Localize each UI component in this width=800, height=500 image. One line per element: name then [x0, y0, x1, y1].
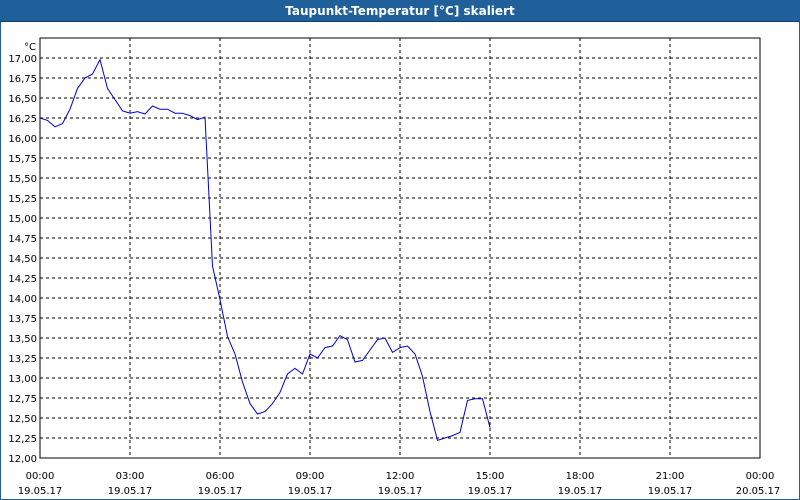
x-tick-date: 19.05.17 [288, 486, 333, 497]
y-tick-label: 13,50 [8, 334, 37, 345]
plot-area-border [39, 37, 761, 459]
y-tick-label: 13,75 [8, 314, 37, 325]
x-tick-time: 21:00 [656, 471, 685, 482]
x-tick-time: 12:00 [386, 471, 415, 482]
y-tick-label: 15,00 [8, 214, 37, 225]
y-tick-label: 15,25 [8, 194, 37, 205]
x-tick-date: 19.05.17 [108, 486, 153, 497]
y-tick-label: 14,00 [8, 294, 37, 305]
x-tick-time: 09:00 [296, 471, 325, 482]
y-tick-label: 15,75 [8, 154, 37, 165]
y-tick-label: 13,25 [8, 354, 37, 365]
y-tick-label: 12,00 [8, 454, 37, 465]
y-tick-label: 16,50 [8, 94, 37, 105]
series-line-dewpoint [39, 58, 491, 442]
y-axis-unit-label: °C [24, 42, 36, 53]
y-tick-label: 15,50 [8, 174, 37, 185]
x-tick-date: 19.05.17 [558, 486, 603, 497]
x-tick-labels: 00:00 19.05.17 03:00 19.05.17 06:00 19.05.17 0… [18, 471, 781, 497]
y-tick-label: 16,25 [8, 114, 37, 125]
y-tick-label: 16,75 [8, 74, 37, 85]
x-tick-date: 19.05.17 [18, 486, 63, 497]
x-tick-date: 19.05.17 [198, 486, 243, 497]
chart-title: Taupunkt-Temperatur [°C] skaliert [0, 0, 800, 22]
y-tick-label: 17,00 [8, 54, 37, 65]
x-tick-date: 19.05.17 [648, 486, 693, 497]
x-tick-time: 00:00 [746, 471, 775, 482]
x-tick-date: 19.05.17 [378, 486, 423, 497]
y-tick-label: 12,75 [8, 394, 37, 405]
x-tick-time: 18:00 [566, 471, 595, 482]
x-tick-date: 19.05.17 [468, 486, 513, 497]
y-tick-label: 14,75 [8, 234, 37, 245]
y-tick-label: 14,50 [8, 254, 37, 265]
x-tick-time: 00:00 [26, 471, 55, 482]
y-tick-label: 14,25 [8, 274, 37, 285]
y-tick-label: 12,50 [8, 414, 37, 425]
x-tick-time: 06:00 [206, 471, 235, 482]
y-tick-label: 13,00 [8, 374, 37, 385]
x-tick-time: 03:00 [116, 471, 145, 482]
y-tick-label: 12,25 [8, 434, 37, 445]
y-tick-label: 16,00 [8, 134, 37, 145]
x-tick-time: 15:00 [476, 471, 505, 482]
x-tick-date: 20.05.17 [736, 486, 781, 497]
grid [40, 38, 760, 458]
y-tick-labels: 17,00 16,75 16,50 16,25 16,00 15,75 15,50 15,25… [8, 54, 37, 465]
